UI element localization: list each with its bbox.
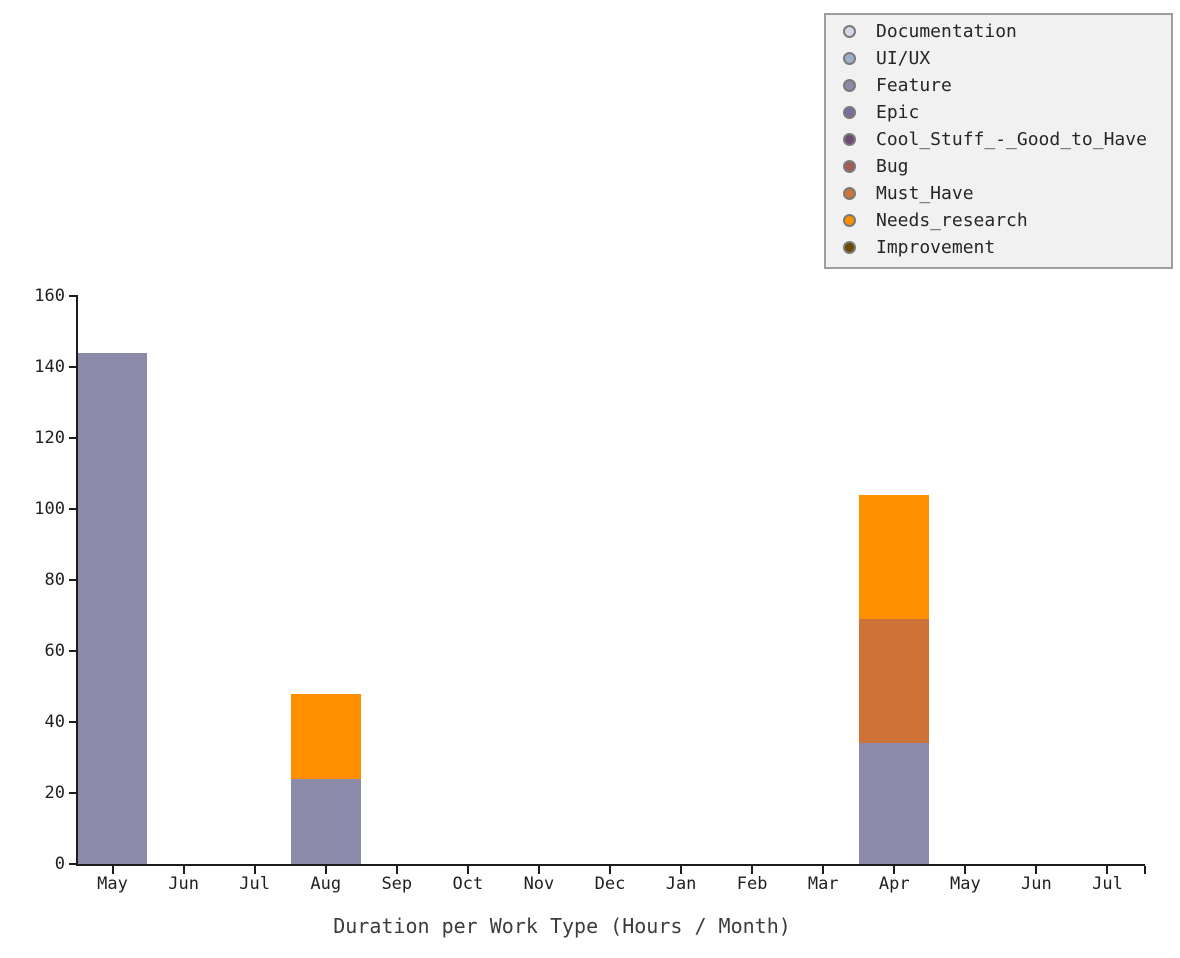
- x-tick-mark: [324, 866, 327, 874]
- y-tick-mark: [69, 792, 77, 794]
- legend-item: Improvement: [826, 234, 1171, 261]
- legend-label: UI/UX: [876, 48, 931, 69]
- legend-marker-icon: [843, 241, 856, 254]
- x-tick-label: Jul: [239, 874, 271, 894]
- y-tick-mark: [69, 650, 77, 652]
- y-tick-label: 20: [44, 783, 65, 803]
- legend-item: Feature: [826, 72, 1171, 99]
- y-tick-mark: [69, 366, 77, 368]
- x-tick-label: Jul: [1092, 874, 1123, 894]
- y-tick-label: 120: [34, 428, 65, 448]
- legend-marker-icon: [843, 79, 856, 92]
- y-tick-mark: [69, 437, 77, 439]
- x-tick-label: May: [97, 874, 128, 894]
- y-tick-label: 160: [34, 286, 65, 306]
- x-tick-label: Sep: [381, 874, 413, 894]
- x-tick-label: May: [949, 874, 981, 894]
- x-tick-label: Nov: [523, 874, 555, 894]
- legend-marker-icon: [843, 133, 856, 146]
- legend-marker-icon: [843, 25, 856, 38]
- x-tick-mark: [893, 866, 896, 874]
- x-tick-label: Aug: [310, 874, 342, 894]
- bar-segment-feature: [290, 778, 361, 864]
- x-tick-label: Oct: [452, 874, 484, 894]
- y-tick-label: 0: [54, 854, 65, 874]
- legend-marker-icon: [843, 52, 856, 65]
- legend-item: Documentation: [826, 18, 1171, 45]
- legend-marker-icon: [843, 214, 856, 227]
- x-tick-mark: [751, 866, 754, 874]
- y-tick-mark: [69, 721, 77, 723]
- y-tick-mark: [69, 508, 77, 510]
- legend-label: Needs_research: [876, 210, 1028, 231]
- y-tick-label: 100: [34, 499, 65, 519]
- bar-segment-feature: [77, 352, 148, 864]
- x-tick-label: Jan: [665, 874, 697, 894]
- x-tick-label: Jun: [168, 874, 199, 894]
- x-tick-mark: [1035, 866, 1038, 874]
- y-tick-label: 140: [34, 357, 65, 377]
- x-tick-label: Mar: [807, 874, 839, 894]
- legend-item: Must_Have: [826, 180, 1171, 207]
- x-tick-label: Jun: [1021, 874, 1052, 894]
- legend-label: Must_Have: [876, 183, 974, 204]
- legend-item: Bug: [826, 153, 1171, 180]
- x-tick-mark: [466, 866, 469, 874]
- legend-label: Bug: [876, 156, 909, 177]
- y-tick-mark: [69, 295, 77, 297]
- x-tick-mark: [822, 866, 825, 874]
- legend-item: UI/UX: [826, 45, 1171, 72]
- legend-item: Needs_research: [826, 207, 1171, 234]
- legend-label: Feature: [876, 75, 952, 96]
- y-tick-label: 60: [44, 641, 65, 661]
- x-tick-mark: [182, 866, 185, 874]
- legend-box: Documentation UI/UX Feature Epic Cool_Stuff_…: [824, 13, 1173, 269]
- bar-segment-feature: [859, 743, 930, 864]
- x-tick-mark: [1106, 866, 1109, 874]
- bar-segment-needs-research: [859, 494, 930, 620]
- y-tick-mark: [69, 579, 77, 581]
- y-tick-label: 40: [44, 712, 65, 732]
- legend-marker-icon: [843, 160, 856, 173]
- x-tick-label: Apr: [878, 874, 910, 894]
- plot-area: [77, 296, 1143, 864]
- x-tick-mark: [395, 866, 398, 874]
- x-tick-mark: [680, 866, 683, 874]
- legend-label: Improvement: [876, 237, 996, 258]
- bar-segment-must-have: [859, 619, 930, 744]
- x-tick-mark: [609, 866, 611, 874]
- x-axis-line: [76, 864, 1145, 866]
- bar-segment-needs-research: [290, 693, 361, 779]
- legend-marker-icon: [843, 106, 856, 119]
- legend-label: Cool_Stuff_-_Good_to_Have: [876, 129, 1147, 150]
- y-tick-mark: [69, 863, 77, 865]
- x-tick-mark: [253, 866, 256, 874]
- y-tick-label: 80: [44, 570, 65, 590]
- x-tick-label: Dec: [594, 874, 626, 894]
- legend-item: Epic: [826, 99, 1171, 126]
- x-axis-end-tick: [1144, 866, 1146, 874]
- x-tick-mark: [537, 866, 540, 874]
- chart-title: Duration per Work Type (Hours / Month): [333, 914, 791, 938]
- legend-label: Documentation: [876, 21, 1017, 42]
- legend-label: Epic: [876, 102, 920, 123]
- legend-item: Cool_Stuff_-_Good_to_Have: [826, 126, 1171, 153]
- y-axis-line: [76, 295, 78, 866]
- x-tick-mark: [111, 866, 114, 874]
- x-tick-label: Feb: [736, 874, 768, 894]
- x-tick-mark: [964, 866, 967, 874]
- legend-marker-icon: [843, 187, 856, 200]
